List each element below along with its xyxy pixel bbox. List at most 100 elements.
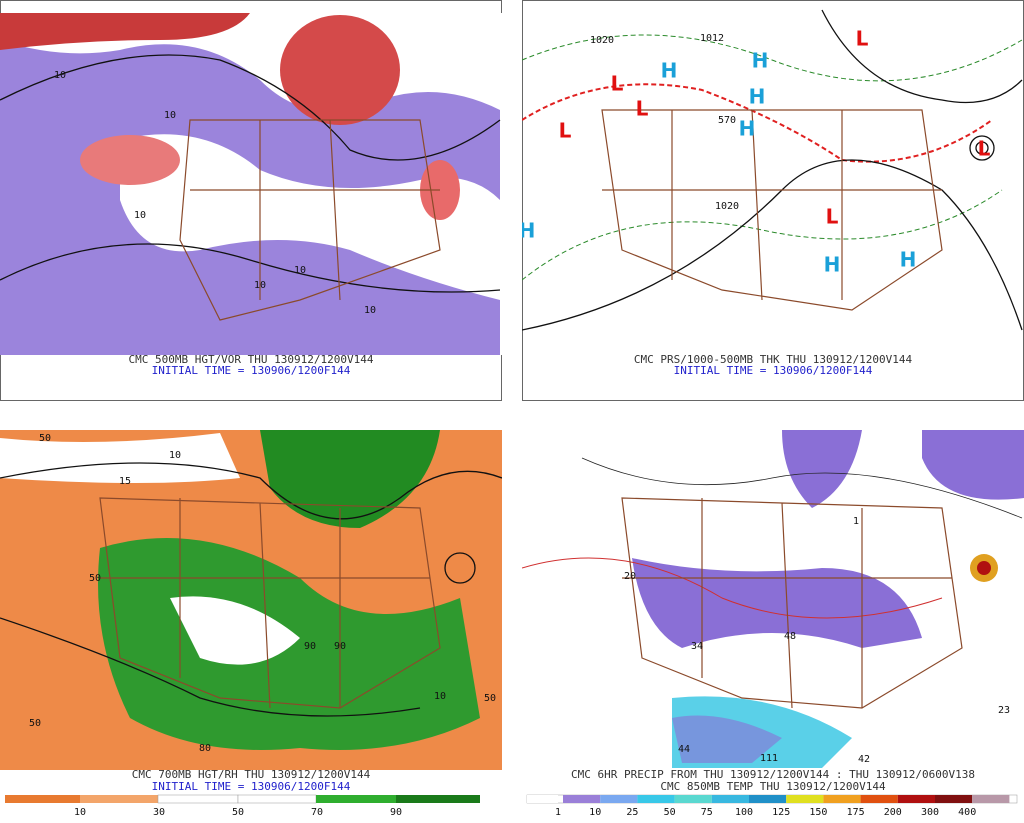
pressure-center: H <box>749 85 766 109</box>
contour <box>0 54 501 161</box>
contour-label: 15 <box>119 476 131 487</box>
colorbar-label: 90 <box>390 807 402 818</box>
pressure-center: L <box>611 72 624 96</box>
colorbar-label: 10 <box>74 807 86 818</box>
panel-700mb: CMC 700MB HGT/RH THU 130912/1200V144 INIT… <box>0 418 503 819</box>
contour-label: 23 <box>998 705 1010 716</box>
state-lines <box>601 109 943 311</box>
initial-time: INITIAL TIME = 130906/1200F144 <box>674 364 873 377</box>
state-lines <box>621 497 963 709</box>
colorbar-label: 25 <box>626 807 638 818</box>
contour-label: 10 <box>134 210 146 221</box>
contour-label: 1012 <box>700 33 724 44</box>
colorbar-label: 50 <box>664 807 676 818</box>
caption: CMC PRS/1000-500MB THK THU 130912/1200V1… <box>634 353 913 366</box>
colorbar-label: 75 <box>701 807 713 818</box>
precip <box>672 715 782 763</box>
temp-contour <box>521 557 943 619</box>
isobar <box>521 159 1023 331</box>
colorbar-label: 30 <box>153 807 165 818</box>
contour <box>0 462 503 520</box>
contour-label: 570 <box>718 115 736 126</box>
caption: CMC 700MB HGT/RH THU 130912/1200V144 <box>132 768 371 781</box>
precip <box>632 558 922 648</box>
contour <box>0 243 501 293</box>
map-prs: CMC PRS/1000-500MB THK THU 130912/1200V1… <box>519 0 1024 401</box>
contour-label: 34 <box>691 641 703 652</box>
colorbar-swatch <box>897 795 935 803</box>
colorbar-swatch <box>316 795 396 803</box>
caption: CMC 500MB HGT/VOR THU 130912/1200V144 <box>128 353 373 366</box>
caption: CMC 6HR PRECIP FROM THU 130912/1200V144 … <box>571 768 975 781</box>
panel-precip: CMC 6HR PRECIP FROM THU 130912/1200V144 … <box>521 418 1024 819</box>
colorbar-swatch <box>749 795 787 803</box>
precip <box>782 430 1024 508</box>
colorbar-label: 400 <box>958 807 976 818</box>
map-precip: CMC 6HR PRECIP FROM THU 130912/1200V144 … <box>521 430 1024 818</box>
colorbar-label: 150 <box>809 807 827 818</box>
colorbar-swatch <box>972 795 1010 803</box>
colorbar-swatch <box>860 795 898 803</box>
initial-time: INITIAL TIME = 130906/1200F144 <box>152 364 351 377</box>
contour-label: 1020 <box>715 201 739 212</box>
rh-mid <box>0 433 240 483</box>
temp-contour <box>581 457 1023 519</box>
colorbar-swatch <box>563 795 601 803</box>
panel-prs: CMC PRS/1000-500MB THK THU 130912/1200V1… <box>519 0 1024 401</box>
rh-moist <box>260 430 440 528</box>
contour-label: 90 <box>304 641 316 652</box>
colorbar-label: 50 <box>232 807 244 818</box>
contour-label: 50 <box>29 718 41 729</box>
colorbar-swatch <box>711 795 749 803</box>
pressure-center: L <box>826 205 839 229</box>
colorbar-label: 300 <box>921 807 939 818</box>
isobar <box>975 141 989 155</box>
state-lines <box>99 497 441 709</box>
colorbar-swatch <box>935 795 973 803</box>
contour-label: 80 <box>199 743 211 754</box>
pressure-center: H <box>752 49 769 73</box>
contour-label: 10 <box>169 450 181 461</box>
colorbar-label: 200 <box>884 807 902 818</box>
thickness-570 <box>521 83 993 163</box>
contour-label: 50 <box>484 693 496 704</box>
contour-label: 10 <box>364 305 376 316</box>
pressure-center: L <box>856 27 869 51</box>
vorticity-max <box>280 15 400 125</box>
colorbar-label: 125 <box>772 807 790 818</box>
colorbar-swatch <box>527 795 558 803</box>
pressure-center: H <box>661 59 678 83</box>
colorbar-swatch <box>237 794 317 804</box>
vorticity-max <box>80 135 180 185</box>
colorbar-swatch <box>396 795 480 803</box>
contour-label: 10 <box>294 265 306 276</box>
contour-label: 1020 <box>590 35 614 46</box>
precip-max <box>977 561 991 575</box>
contour-label: 10 <box>54 70 66 81</box>
colorbar-swatch <box>823 795 861 803</box>
colorbar-swatch <box>786 795 824 803</box>
contour-label: 50 <box>39 433 51 444</box>
initial-time: CMC 850MB TEMP THU 130912/1200V144 <box>660 780 886 793</box>
pressure-center: H <box>739 117 756 141</box>
vorticity-max <box>0 13 250 50</box>
contour-label: 1 <box>853 516 859 527</box>
pressure-center: H <box>824 253 841 277</box>
contour <box>444 552 476 584</box>
colorbar-label: 10 <box>589 807 601 818</box>
colorbar-swatch <box>674 795 712 803</box>
map-700mb: CMC 700MB HGT/RH THU 130912/1200V144INIT… <box>0 430 503 818</box>
colorbar-label: 70 <box>311 807 323 818</box>
contour-label: 20 <box>624 571 636 582</box>
map-500mb: CMC 500MB HGT/VOR THU 130912/1200V144INI… <box>0 0 502 401</box>
contour-label: 111 <box>760 753 778 764</box>
contour-label: 10 <box>434 691 446 702</box>
contour-label: 44 <box>678 744 690 755</box>
pressure-center: H <box>900 248 917 272</box>
isobar <box>821 9 1023 104</box>
clear-area <box>120 134 500 300</box>
colorbar-label: 175 <box>847 807 865 818</box>
thickness <box>521 189 1003 281</box>
colorbar-swatch <box>5 795 80 803</box>
